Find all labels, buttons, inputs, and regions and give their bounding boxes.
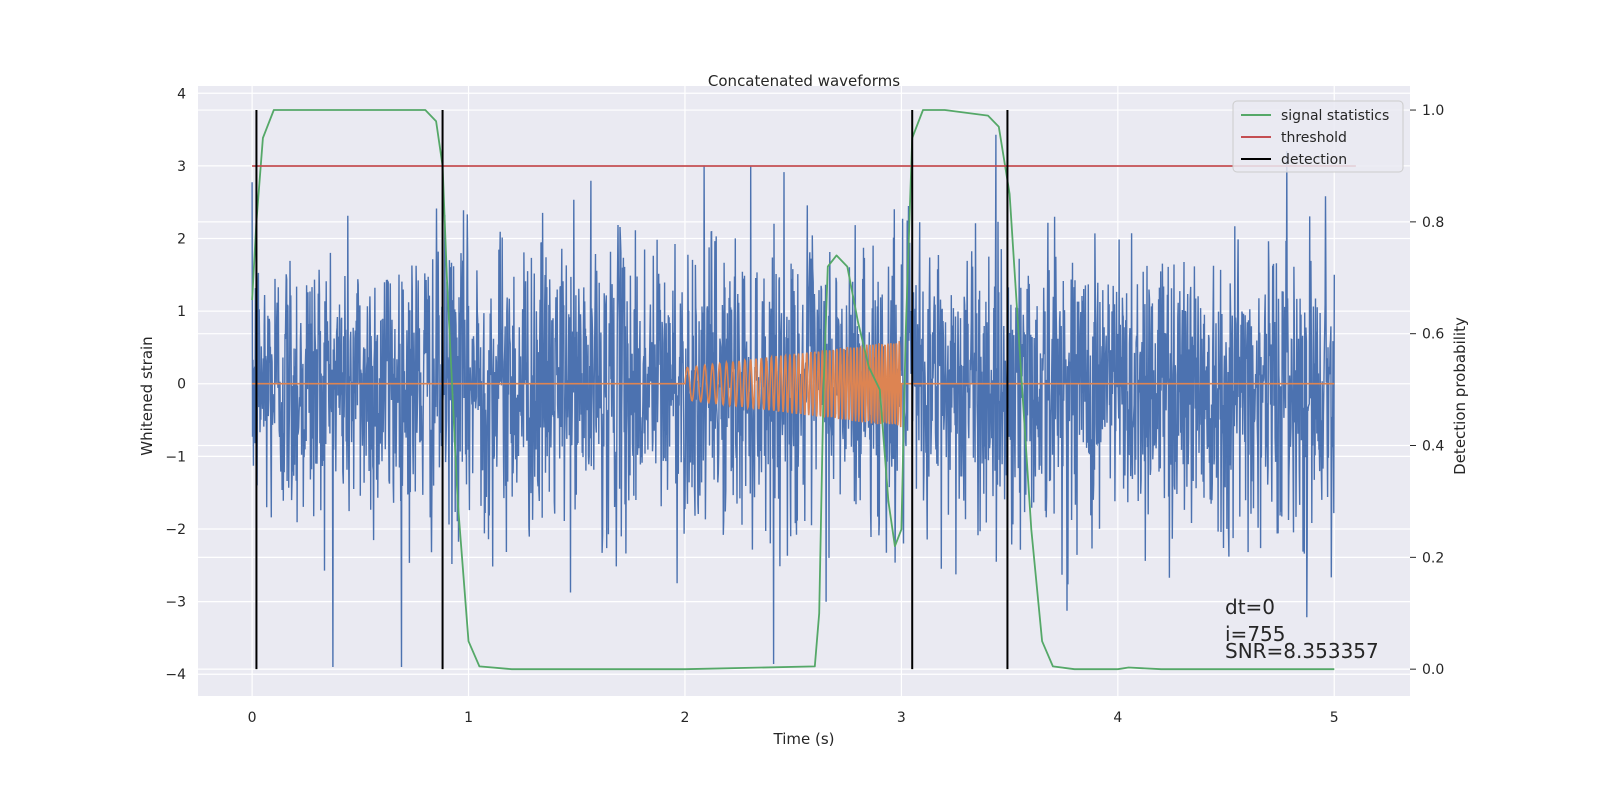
chirp-series-line — [252, 341, 1335, 428]
legend: signal statistics threshold detection — [1232, 100, 1404, 173]
x-tick-label: 2 — [681, 710, 690, 726]
y-tick-label: −3 — [165, 595, 186, 611]
legend-label: threshold — [1281, 130, 1347, 146]
y2-tick-label: 1.0 — [1422, 103, 1444, 119]
y2-tick-label: 0.4 — [1422, 439, 1444, 455]
y2-tick-label: 0.0 — [1422, 662, 1444, 678]
annotation-text: SNR=8.353357 — [1225, 639, 1379, 663]
strain-series-line — [251, 134, 1336, 668]
y2-tick-label: 0.2 — [1422, 550, 1444, 566]
chart-title: Concatenated waveforms — [708, 72, 900, 90]
legend-label: detection — [1281, 152, 1347, 168]
y2-axis-label: Detection probability — [1451, 317, 1469, 475]
x-tick-label: 4 — [1113, 710, 1122, 726]
annotation-text: i=755 — [1225, 622, 1286, 646]
y-tick-label: 1 — [177, 304, 186, 320]
x-tick-label: 5 — [1330, 710, 1339, 726]
series-layer — [251, 109, 1356, 671]
y-tick-label: 4 — [177, 86, 186, 102]
ticks: 0 1 2 3 4 5 −4 −3 −2 −1 0 1 2 3 4 0.0 0.2 0.4 0.6 0.8 1.0 — [165, 86, 1444, 726]
x-tick-label: 3 — [897, 710, 906, 726]
legend-label: signal statistics — [1281, 108, 1389, 124]
y-axis-label: Whitened strain — [138, 336, 156, 455]
y-tick-label: −1 — [165, 449, 186, 465]
y-tick-label: 2 — [177, 232, 186, 248]
y-tick-label: −2 — [165, 522, 186, 538]
y-tick-label: 3 — [177, 159, 186, 175]
x-tick-label: 1 — [464, 710, 473, 726]
legend-box — [1232, 100, 1404, 173]
signal-statistics-line — [251, 109, 1335, 671]
y2-tick-label: 0.8 — [1422, 215, 1444, 231]
x-tick-label: 0 — [248, 710, 257, 726]
y-tick-label: 0 — [177, 377, 186, 393]
x-axis-label: Time (s) — [773, 730, 835, 748]
y-tick-label: −4 — [165, 667, 186, 683]
annotation-text: dt=0 — [1225, 595, 1275, 619]
y2-tick-label: 0.6 — [1422, 327, 1444, 343]
